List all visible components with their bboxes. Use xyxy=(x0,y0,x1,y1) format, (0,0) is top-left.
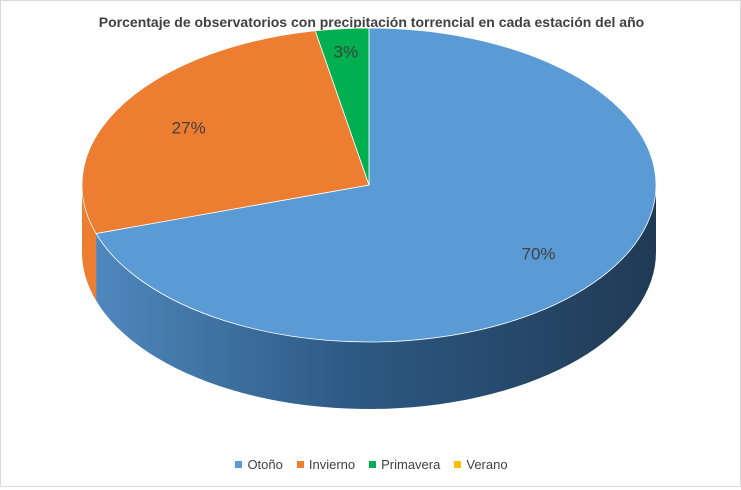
legend-swatch-invierno xyxy=(296,461,304,468)
data-label-primavera: 3% xyxy=(334,43,359,62)
legend-label-verano: Verano xyxy=(466,457,508,472)
legend-label-otono: Otoño xyxy=(247,457,283,472)
chart-title: Porcentaje de observatorios con precipit… xyxy=(98,14,645,30)
legend-item-primavera[interactable]: Primavera xyxy=(369,457,440,472)
legend-item-verano[interactable]: Verano xyxy=(454,457,508,472)
chart-legend: Otoño Invierno Primavera Verano xyxy=(1,457,741,472)
legend-item-otono[interactable]: Otoño xyxy=(235,457,283,472)
pie-slice-invierno[interactable] xyxy=(81,30,370,234)
pie-side-otono xyxy=(96,185,657,409)
pie-slice-primavera[interactable] xyxy=(314,27,370,186)
data-label-invierno: 27% xyxy=(172,119,206,138)
pie-side-invierno xyxy=(82,185,97,301)
data-label-otono: 70% xyxy=(521,244,555,263)
legend-swatch-primavera xyxy=(369,461,377,468)
pie-slice-otono[interactable] xyxy=(95,27,657,343)
legend-swatch-otono xyxy=(235,461,243,468)
legend-item-invierno[interactable]: Invierno xyxy=(296,457,356,472)
legend-label-primavera: Primavera xyxy=(381,457,441,472)
legend-swatch-verano xyxy=(454,461,462,468)
legend-label-invierno: Invierno xyxy=(308,457,356,472)
